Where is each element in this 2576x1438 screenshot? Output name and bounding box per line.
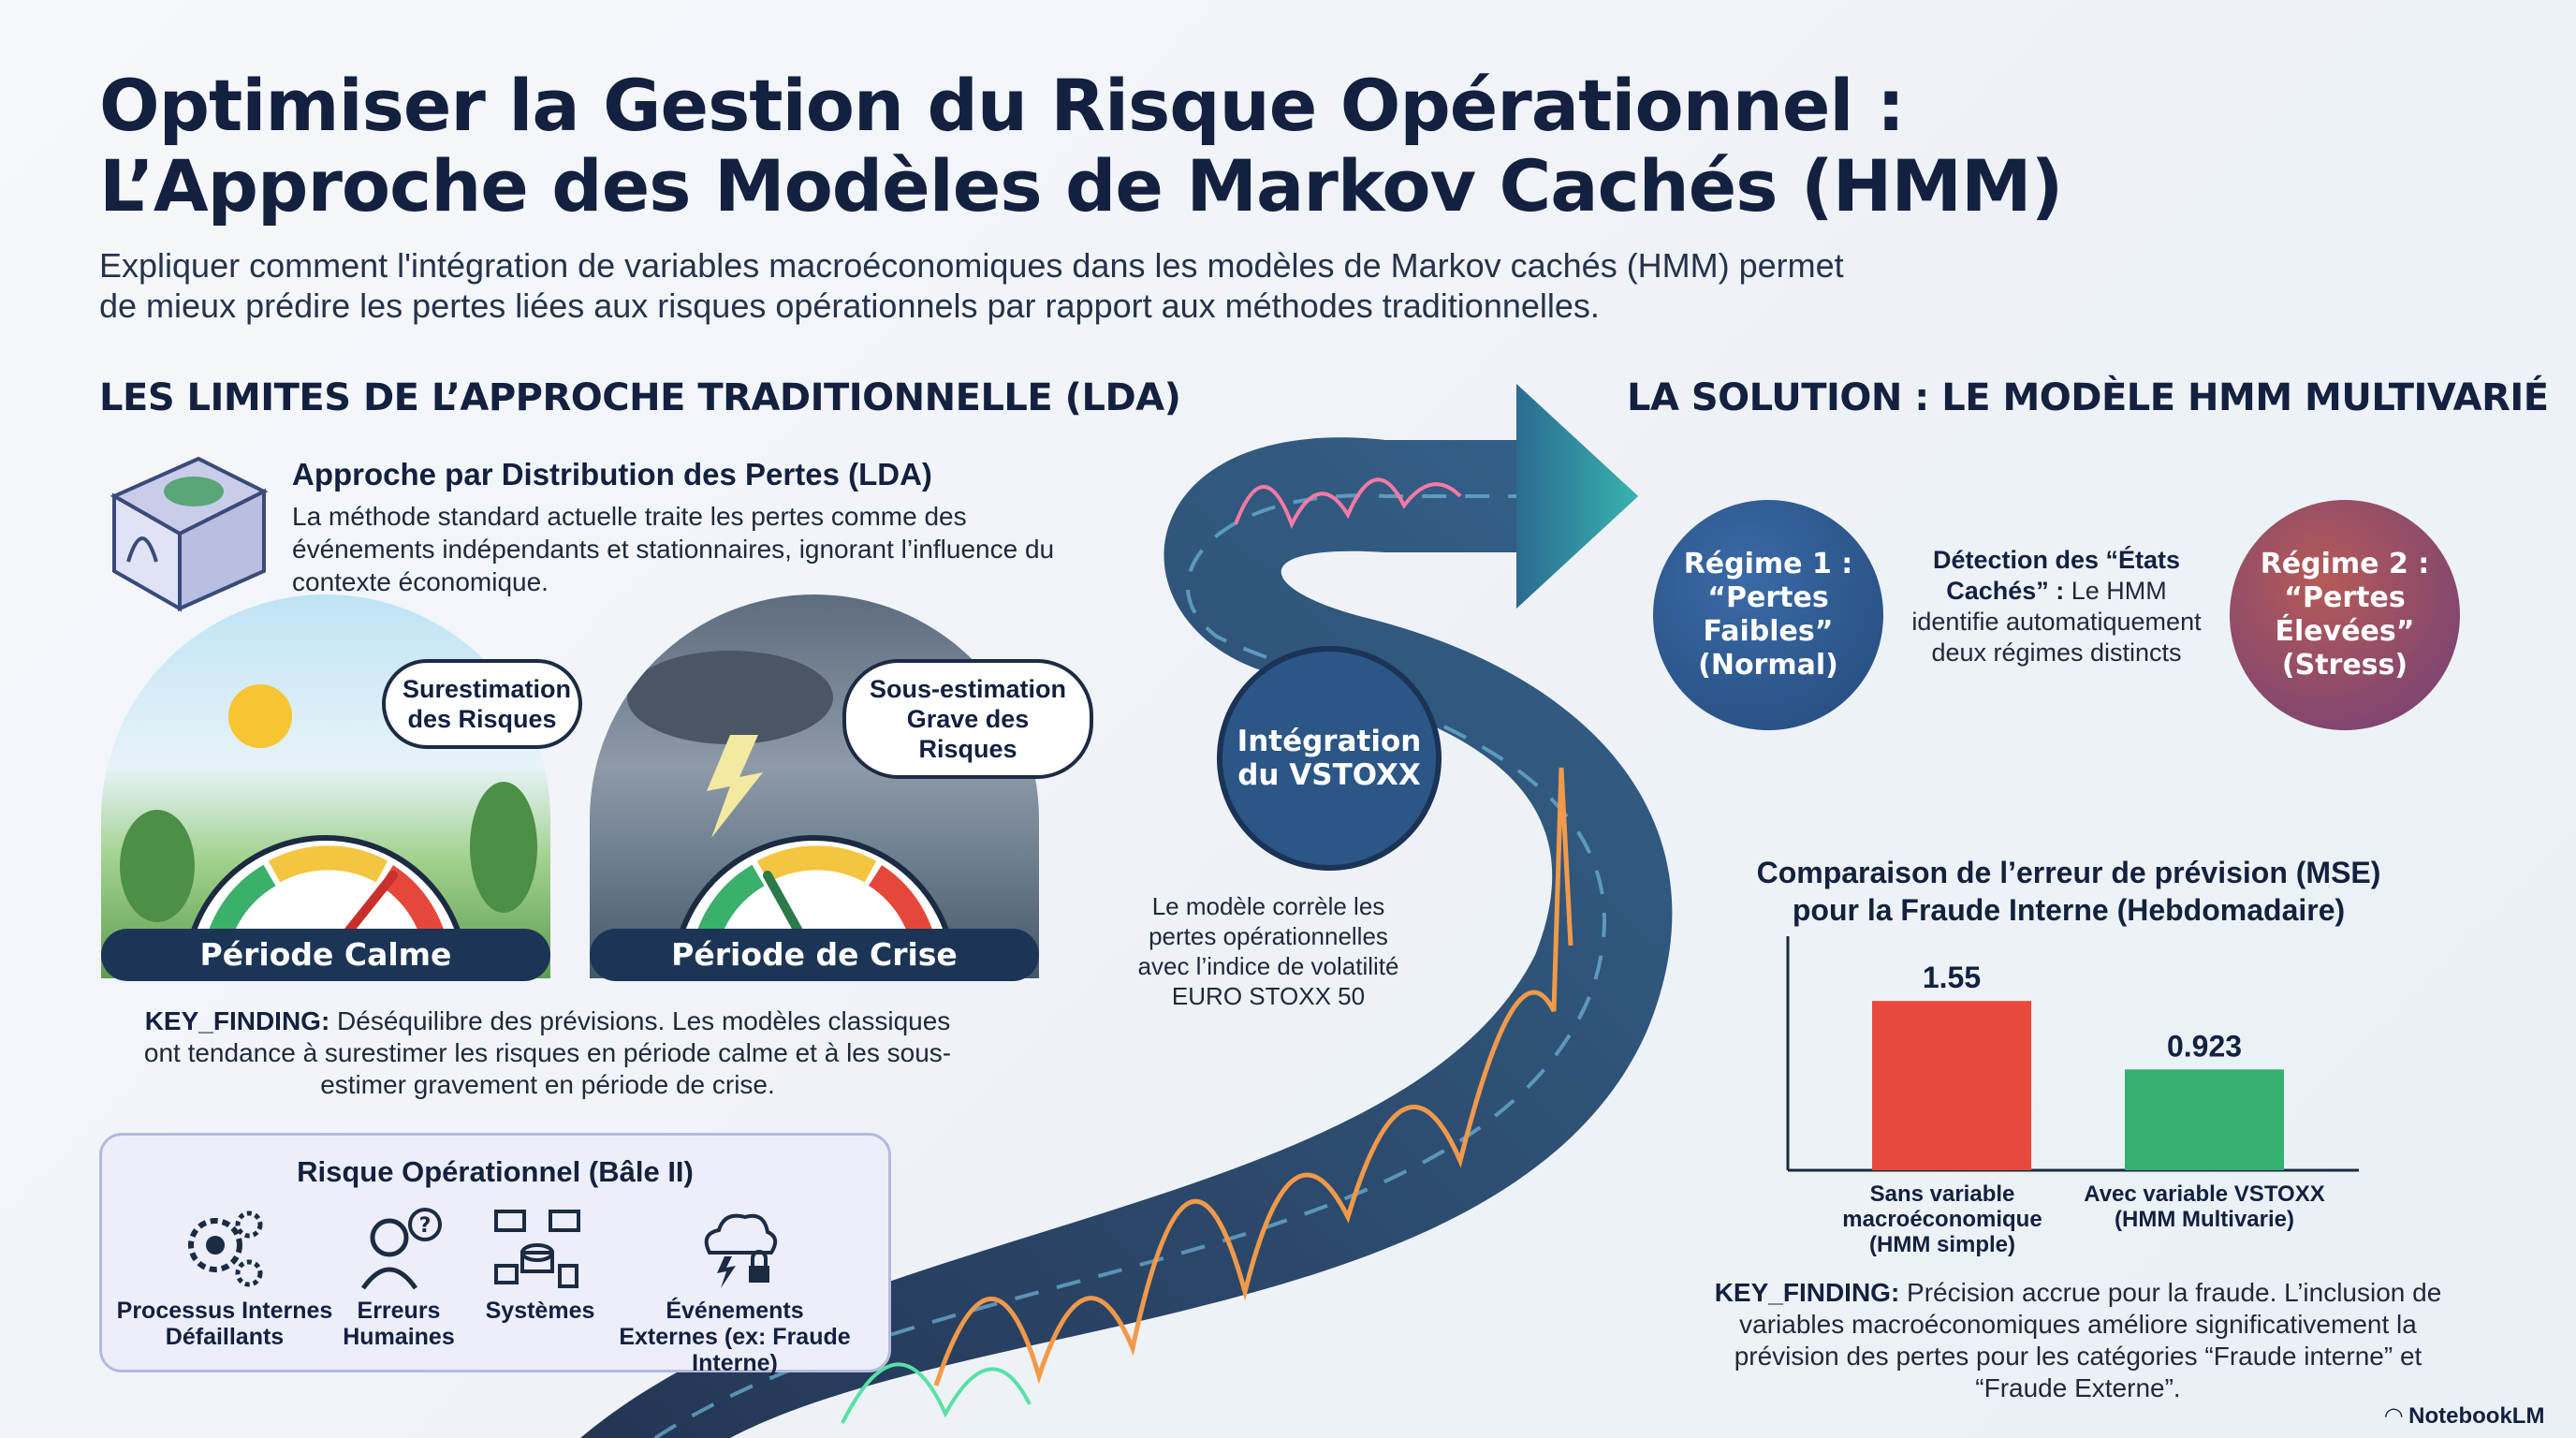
road-center-line [653, 493, 1606, 1438]
x-tick-label-2: Avec variable VSTOXX (HMM Multivarie) [2084, 1181, 2325, 1232]
subtitle-line-2: de mieux prédire les pertes liées aux ri… [99, 286, 1600, 325]
chart-title: Comparaison de l’erreur de prévision (MS… [1756, 856, 2381, 927]
road-arrowhead [1516, 384, 1638, 609]
calm-gauge [120, 684, 537, 978]
bar-2 [2125, 1069, 2284, 1170]
volatility-wave-green [841, 1362, 1032, 1424]
left-key-finding: KEY_FINDING: Déséquilibre des prévisions… [140, 1005, 955, 1101]
network-systems-icon [494, 1210, 580, 1288]
right-finding-text: Précision accrue pour la fraude. L’inclu… [1734, 1278, 2442, 1402]
left-finding-text: Déséquilibre des prévisions. Les modèles… [143, 1006, 952, 1099]
bar-value-label-1: 1.55 [1923, 961, 1981, 994]
section-heading-limits: LES LIMITES DE L’APPROCHE TRADITIONNELLE… [99, 376, 1181, 419]
vstoxx-note: Le modèle corrèle les pertes opérationne… [1137, 892, 1399, 1010]
risk-item-processes: Processus Internes Défaillants [116, 1298, 333, 1350]
risk-item-systems: Systèmes [485, 1298, 595, 1324]
right-key-finding: KEY_FINDING: Précision accrue pour la fr… [1685, 1277, 2471, 1404]
brand-label: NotebookLM [2408, 1403, 2545, 1429]
right-finding-key: KEY_FINDING: [1714, 1278, 1900, 1307]
volatility-wave-top [1234, 477, 1462, 529]
mse-bar-chart: 1.55 0.923 [1786, 936, 2359, 1172]
calm-period-scene [101, 594, 550, 978]
underestimation-bubble: Sous-estimation Grave des Risques [842, 659, 1093, 779]
left-finding-key: KEY_FINDING: [144, 1006, 330, 1035]
gears-icon [188, 1211, 263, 1287]
notebooklm-icon: ◠ [2385, 1403, 2409, 1429]
bar-value-label-2: 0.923 [2167, 1029, 2242, 1063]
storm-cloud-icon [627, 651, 833, 744]
hidden-states-detection: Détection des “États Cachés” : Le HMM id… [1900, 545, 2213, 668]
person-question-icon: ? [360, 1208, 442, 1290]
crisis-period-label: Période de Crise [590, 929, 1039, 981]
title-line-2: L’Approche des Modèles de Markov Cachés … [99, 144, 2063, 227]
risk-item-external-events: Événements Externes (ex: Fraude Interne) [619, 1298, 851, 1376]
title-line-1: Optimiser la Gestion du Risque Opération… [99, 64, 1905, 147]
risk-item-human-errors: Erreurs Humaines [343, 1298, 455, 1350]
x-tick-label-1: Sans variable macroéconomique (HMM simpl… [1842, 1181, 2042, 1257]
page-subtitle: Expliquer comment l'intégration de varia… [99, 245, 1934, 326]
lda-title: Approche par Distribution des Pertes (LD… [292, 457, 932, 492]
calm-period-label: Période Calme [101, 929, 550, 981]
crisis-period-scene [590, 594, 1039, 978]
risk-box-title: Risque Opérationnel (Bâle II) [297, 1155, 694, 1188]
subtitle-line-1: Expliquer comment l'intégration de varia… [99, 246, 1844, 285]
sun-icon [228, 684, 292, 748]
vstoxx-integration-circle: Intégration du VSTOXX [1217, 646, 1442, 871]
detection-text: Le HMM identifie automatiquement deux ré… [1911, 577, 2202, 667]
notebooklm-logo: ◠ NotebookLM [2385, 1402, 2544, 1430]
section-heading-solution: LA SOLUTION : LE MODÈLE HMM MULTIVARIÉ [1627, 376, 2549, 419]
bar-1 [1872, 1001, 2031, 1170]
cloud-lightning-lock-icon [704, 1213, 778, 1288]
page-title: Optimiser la Gestion du Risque Opération… [99, 66, 2252, 227]
svg-text:?: ? [419, 1214, 432, 1238]
overestimation-bubble: Surestimation des Risques [382, 659, 582, 749]
lda-cube-icon [110, 456, 269, 612]
lightning-icon [707, 735, 763, 838]
volatility-wave [933, 767, 1573, 1387]
lda-description: La méthode standard actuelle traite les … [292, 502, 1055, 596]
detection-bold: Détection des “États Cachés” : [1932, 546, 2181, 605]
regime-2-circle: Régime 2 : “Pertes Élevées” (Stress) [2230, 500, 2460, 730]
regime-1-circle: Régime 1 : “Pertes Faibles” (Normal) [1653, 500, 1883, 730]
